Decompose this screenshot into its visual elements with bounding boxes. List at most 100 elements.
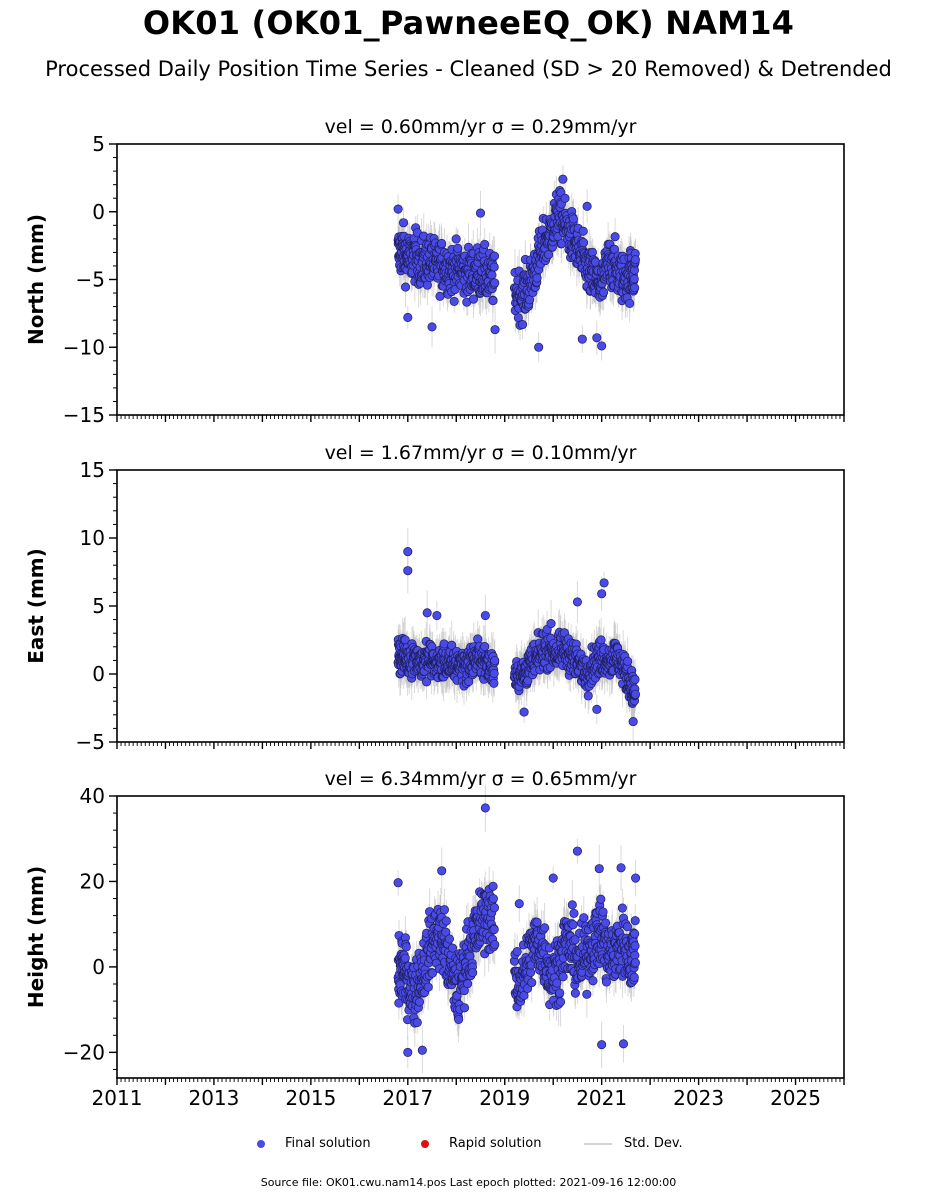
final-solution-point	[578, 226, 588, 236]
final-solution-point	[439, 905, 449, 915]
final-solution-point	[427, 322, 437, 332]
final-solution-point	[587, 247, 597, 257]
final-solution-point	[630, 689, 640, 699]
final-solution-point	[447, 943, 458, 953]
final-solution-point	[596, 635, 606, 645]
y-tick-label: −5	[76, 268, 105, 292]
y-axis-label: East (mm)	[24, 548, 48, 664]
final-solution-point	[540, 923, 550, 933]
final-solution-point	[628, 717, 638, 727]
final-solution-point	[519, 707, 529, 717]
final-solution-point	[517, 320, 528, 330]
y-tick-label: 15	[80, 458, 105, 482]
final-solution-point	[572, 597, 582, 607]
final-solution-point	[454, 1014, 464, 1024]
y-axis-label: North (mm)	[24, 214, 48, 345]
final-solution-point	[401, 282, 411, 292]
final-solution-point	[490, 325, 500, 335]
final-solution-point	[468, 968, 478, 978]
final-solution-point	[412, 1017, 422, 1028]
final-solution-point	[577, 334, 587, 344]
final-solution-point	[444, 934, 455, 944]
final-solution-point	[489, 668, 499, 678]
panel-title: vel = 1.67mm/yr σ = 0.10mm/yr	[325, 442, 637, 464]
final-solution-point	[597, 589, 607, 599]
final-solution-point	[532, 917, 542, 927]
final-solution-point	[488, 296, 498, 306]
final-solution-point	[488, 894, 498, 904]
final-solution-point	[592, 333, 602, 343]
final-solution-point	[487, 270, 497, 280]
plot-frame	[116, 469, 845, 743]
final-solution-point	[453, 243, 463, 253]
final-solution-point	[451, 234, 461, 244]
final-solution-point	[490, 278, 500, 288]
final-solution-point	[432, 610, 442, 621]
y-tick-label: −15	[63, 403, 105, 427]
final-solution-point	[460, 1003, 470, 1013]
final-solution-point	[546, 619, 556, 629]
final-solution-point	[480, 642, 490, 652]
panel-title: vel = 6.34mm/yr σ = 0.65mm/yr	[325, 768, 637, 790]
final-solution-point	[489, 903, 500, 913]
final-solution-point	[403, 312, 413, 322]
final-solution-point	[597, 341, 607, 351]
final-solution-point	[468, 294, 479, 304]
y-tick-label: 0	[92, 200, 105, 224]
final-solution-point	[489, 924, 499, 935]
final-solution-point	[599, 578, 609, 588]
final-solution-point	[489, 678, 499, 688]
final-solution-point	[475, 208, 486, 218]
final-solution-point	[558, 174, 568, 184]
panel-title: vel = 0.60mm/yr σ = 0.29mm/yr	[325, 116, 637, 138]
figure-title: OK01 (OK01_PawneeEQ_OK) NAM14	[142, 4, 795, 42]
final-solution-point	[527, 978, 537, 988]
final-solution-point	[400, 953, 410, 963]
final-solution-point	[532, 273, 542, 283]
y-tick-label: −10	[63, 335, 105, 359]
final-solution-point	[401, 942, 411, 952]
final-solution-point	[449, 296, 459, 306]
final-solution-point	[568, 214, 578, 224]
y-tick-label: 0	[92, 662, 105, 686]
y-tick-label: 10	[80, 526, 105, 550]
final-solution-point	[393, 204, 403, 214]
final-solution-point	[437, 238, 447, 248]
final-solution-point	[629, 274, 639, 284]
final-solution-point	[630, 674, 640, 685]
final-solution-point	[578, 238, 589, 248]
final-solution-point	[463, 979, 473, 989]
final-solution-point	[512, 946, 522, 957]
final-solution-point	[490, 940, 500, 950]
y-tick-label: 5	[92, 132, 105, 156]
final-solution-point	[414, 997, 425, 1007]
final-solution-point	[480, 239, 490, 249]
y-tick-label: 5	[92, 594, 105, 618]
final-solution-point	[435, 291, 445, 301]
final-solution-point	[623, 656, 633, 666]
final-solution-point	[480, 610, 490, 621]
final-solution-point	[583, 691, 593, 701]
final-solution-point	[582, 201, 592, 211]
final-solution-point	[422, 608, 432, 618]
final-solution-point	[439, 639, 449, 649]
final-solution-point	[592, 704, 602, 714]
final-solution-point	[543, 250, 554, 260]
final-solution-point	[403, 547, 413, 557]
final-solution-point	[625, 298, 635, 308]
final-solution-point	[610, 232, 620, 242]
final-solution-point	[422, 280, 432, 290]
y-tick-label: −5	[76, 730, 105, 754]
final-solution-point	[441, 916, 451, 926]
final-solution-point	[490, 656, 500, 666]
final-solution-point	[534, 342, 544, 352]
final-solution-point	[398, 218, 409, 228]
final-solution-point	[423, 982, 433, 992]
final-solution-point	[489, 251, 500, 261]
final-solution-point	[560, 193, 570, 203]
final-solution-point	[488, 881, 498, 891]
figure-subtitle: Processed Daily Position Time Series - C…	[45, 57, 892, 81]
final-solution-point	[489, 262, 499, 272]
final-solution-point	[630, 283, 640, 293]
final-solution-point	[599, 287, 609, 297]
